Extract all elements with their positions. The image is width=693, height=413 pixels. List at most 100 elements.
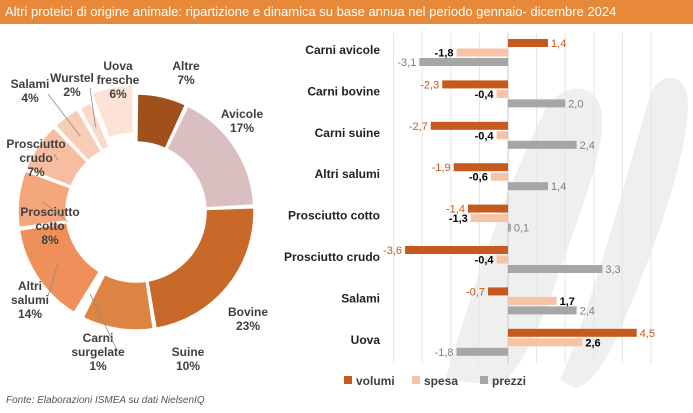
data-label-prezzi-carni-avicole: -3,1	[397, 57, 416, 69]
leader-line-prosciutto-crudo	[53, 153, 59, 161]
watermark-stroke-left	[445, 88, 603, 386]
data-label-spesa-prosciutto-crudo: -0,4	[475, 255, 495, 267]
data-label-prezzi-altri-salumi: 1,4	[551, 181, 566, 193]
donut-label-line: 14%	[18, 307, 42, 321]
donut-label-line: 7%	[27, 165, 45, 179]
category-label-prosciutto-crudo: Prosciutto crudo	[284, 250, 380, 264]
donut-label-line: Altre	[172, 59, 200, 73]
category-label-carni-bovine: Carni bovine	[307, 84, 380, 98]
category-label-carni-suine: Carni suine	[315, 126, 381, 140]
data-label-volumi-carni-bovine: -2,3	[420, 79, 439, 91]
donut-label-line: 4%	[21, 91, 39, 105]
donut-label-line: cotto	[35, 219, 64, 233]
donut-slice-wurstel	[78, 102, 111, 152]
bar-spesa-uova	[508, 338, 583, 347]
data-label-spesa-carni-bovine: -0,4	[475, 89, 495, 101]
bar-volumi-carni-avicole	[508, 39, 549, 47]
donut-label-wurstel: Wurstel 2%	[50, 71, 94, 99]
donut-label-line: Prosciutto	[6, 137, 65, 151]
donut-label-line: 2%	[63, 85, 81, 99]
data-label-prezzi-salami: 2,4	[580, 305, 595, 317]
data-label-volumi-uova: 4,5	[640, 328, 655, 340]
bar-volumi-altri-salumi	[453, 163, 508, 172]
data-label-prezzi-prosciutto-cotto: 0,1	[514, 223, 529, 235]
donut-slice-prosciutto-crudo	[25, 126, 89, 188]
donut-label-line: Avicole	[221, 107, 264, 121]
bar-prezzi-prosciutto-crudo	[508, 265, 603, 273]
donut-label-avicole: Avicole 17%	[221, 107, 264, 135]
legend-swatch-spesa	[412, 376, 420, 384]
legend-label-spesa: spesa	[424, 374, 458, 388]
legend-swatch-volumi	[344, 376, 352, 384]
bar-prezzi-uova	[456, 347, 508, 356]
donut-label-line: Suine	[172, 345, 205, 359]
data-label-spesa-altri-salumi: -0,6	[469, 172, 488, 184]
legend-swatch-prezzi	[480, 376, 488, 384]
donut-label-salami: Salami 4%	[11, 77, 50, 105]
bar-spesa-prosciutto-crudo	[496, 255, 508, 264]
bar-volumi-carni-suine	[430, 121, 508, 130]
bar-spesa-carni-bovine	[496, 89, 508, 98]
data-label-volumi-salami: -0,7	[466, 286, 485, 298]
donut-label-uova-fresche: Uova fresche 6%	[97, 59, 140, 101]
donut-label-prosciutto-crudo: Prosciutto crudo 7%	[6, 137, 65, 179]
donut-label-line: fresche	[97, 73, 140, 87]
legend-label-volumi: volumi	[356, 374, 395, 388]
data-label-prezzi-prosciutto-crudo: 3,3	[605, 264, 620, 276]
donut-label-altri-salumi: Altri salumi 14%	[11, 279, 49, 321]
bar-prezzi-carni-suine	[508, 140, 577, 149]
donut-label-line: Salami	[11, 77, 50, 91]
data-label-volumi-altri-salumi: -1,9	[432, 162, 451, 174]
donut-label-line: Altri	[18, 279, 42, 293]
donut-label-line: 8%	[41, 233, 59, 247]
bar-prezzi-salami	[508, 306, 577, 315]
bar-volumi-carni-bovine	[442, 80, 508, 89]
category-label-uova: Uova	[351, 333, 381, 347]
bar-spesa-carni-suine	[496, 131, 508, 140]
category-label-prosciutto-cotto: Prosciutto cotto	[288, 209, 380, 223]
leader-line-prosciutto-cotto	[42, 201, 69, 223]
donut-label-line: 6%	[109, 87, 127, 101]
bar-prezzi-carni-avicole	[419, 58, 508, 66]
data-label-prezzi-uova: -1,8	[435, 347, 454, 359]
legend-label-prezzi: prezzi	[492, 374, 526, 388]
donut-label-line: salumi	[11, 293, 49, 307]
bar-spesa-salami	[508, 296, 557, 305]
bar-prezzi-prosciutto-cotto	[508, 223, 511, 232]
donut-label-line: surgelate	[71, 345, 125, 359]
donut-label-line: 17%	[230, 121, 254, 135]
donut-label-carni-surgelate: Carni surgelate 1%	[71, 331, 125, 373]
data-label-spesa-salami: 1,7	[560, 296, 575, 308]
donut-label-line: 10%	[176, 359, 200, 373]
donut-slice-altri-salumi	[18, 221, 101, 314]
donut-label-line: Uova	[103, 59, 133, 73]
leader-line-wurstel	[89, 87, 96, 128]
bar-chart: Carni avicole 1,4 -1,8 -3,1 Carni bovine -2,3…	[284, 33, 655, 365]
leader-line-salami	[47, 93, 81, 137]
donut-label-line: Carni	[83, 331, 114, 345]
bar-spesa-altri-salumi	[490, 172, 508, 181]
donut-label-line: 7%	[177, 73, 195, 87]
donut-label-line: Wurstel	[50, 71, 94, 85]
bar-prezzi-carni-bovine	[508, 99, 566, 108]
category-label-altri-salumi: Altri salumi	[315, 167, 380, 181]
data-label-spesa-prosciutto-cotto: -1,3	[449, 213, 468, 225]
donut-slice-uova-fresche	[90, 84, 135, 139]
bar-spesa-prosciutto-cotto	[470, 214, 508, 223]
chart-title: Altri proteici di origine animale: ripar…	[0, 0, 693, 24]
donut-label-bovine: Bovine 23%	[228, 305, 268, 333]
watermark-logo	[445, 77, 689, 388]
data-label-volumi-carni-suine: -2,7	[409, 121, 428, 133]
bar-volumi-prosciutto-cotto	[467, 204, 508, 213]
donut-label-line: Prosciutto	[20, 205, 79, 219]
donut-label-line: Bovine	[228, 305, 268, 319]
donut-slice-carni-surgelate	[75, 271, 105, 318]
donut-slice-bovine	[147, 207, 255, 330]
leader-line-altri-salumi	[47, 263, 59, 297]
category-label-salami: Salami	[341, 291, 380, 305]
data-label-spesa-carni-suine: -0,4	[475, 130, 495, 142]
bar-chart-legend: volumi spesa prezzi	[344, 374, 526, 388]
donut-slice-avicole	[165, 105, 255, 209]
donut-label-altre: Altre 7%	[172, 59, 200, 87]
